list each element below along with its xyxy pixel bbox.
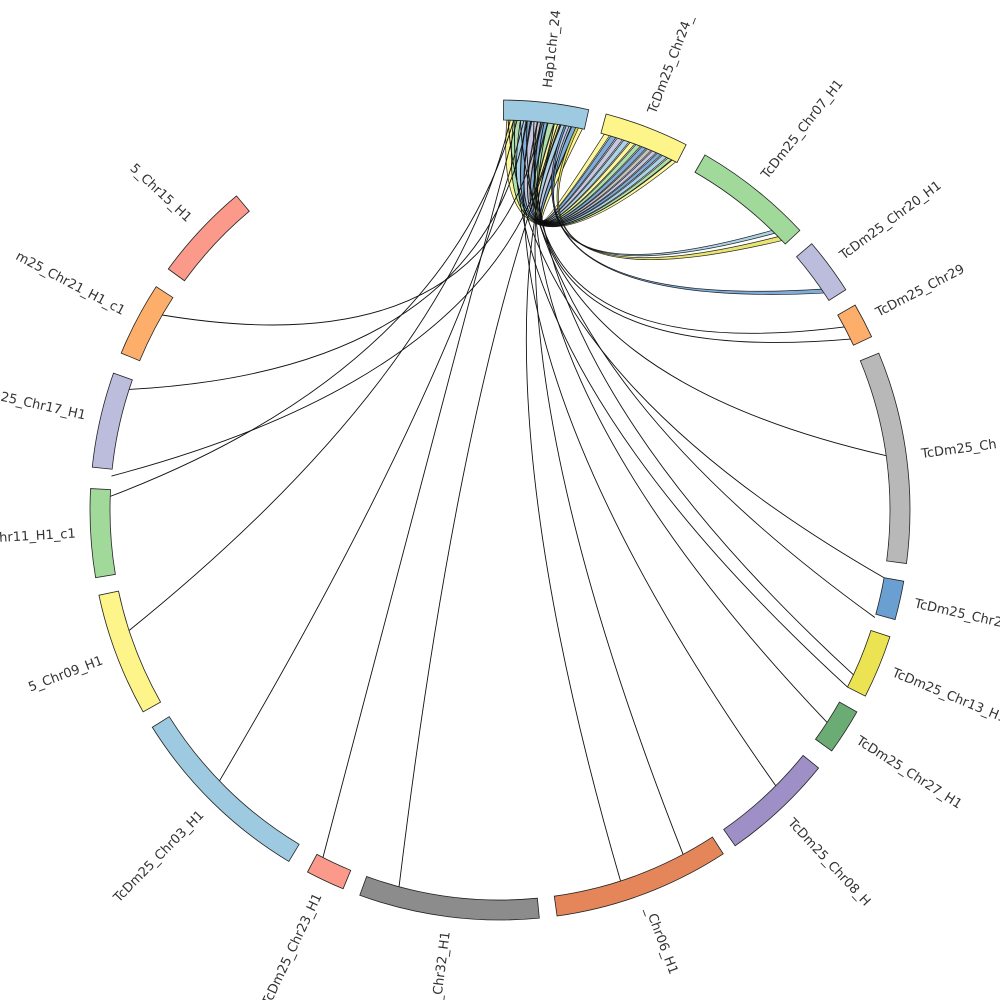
links-layer [110, 120, 887, 887]
link-line [537, 122, 851, 343]
segment-label: TcDm25_Chr28_H1 [912, 596, 1000, 638]
segment-block [359, 875, 540, 921]
link-line [514, 120, 848, 688]
segment-label: TcDm25_Chr20_H1 [836, 178, 944, 263]
link-line [533, 121, 854, 676]
segment-block [875, 577, 905, 621]
segment-block [98, 590, 162, 713]
link-line [128, 120, 511, 631]
segment-block [89, 488, 116, 579]
link-line [129, 120, 528, 390]
segment-label: TcDm25_Chr03_H1 [110, 808, 207, 906]
link-line [398, 124, 562, 887]
segment-label: 5_Chr15_H1 [127, 161, 195, 226]
segment-label: TcDm25_Ch [919, 437, 997, 462]
segments-layer [89, 99, 911, 921]
link-line [534, 122, 828, 723]
link-line [526, 120, 887, 457]
segment-label: TcDm25_Chr13_H1 [889, 665, 1000, 726]
link-line [322, 120, 518, 858]
segment-block [151, 716, 300, 862]
segment-label: m25_Chr21_H1_c1 [13, 249, 127, 319]
link-line [110, 120, 515, 497]
segment-block [723, 754, 820, 847]
segment-label: TcDm25_Chr17_H1 [0, 382, 87, 424]
link-line [219, 120, 525, 782]
segment-label: 5_Chr09_H1 [26, 654, 105, 696]
link-line [525, 124, 621, 882]
segment-block [846, 630, 891, 697]
segment-block [795, 243, 847, 302]
segment-block [306, 853, 352, 890]
segment-block [553, 836, 724, 917]
segment-label: TcDm25_Chr29 [873, 262, 968, 321]
link-line [533, 121, 845, 334]
segment-block [814, 701, 858, 752]
segment-label: TcDm25_Chr32_H1 [423, 931, 453, 1000]
segment-block [91, 372, 133, 470]
link-line [534, 122, 684, 855]
segment-block [502, 99, 590, 130]
segment-block [837, 304, 873, 346]
link-line [519, 120, 876, 618]
link-line [507, 120, 885, 579]
segment-label: TcDm25_Chr07_H1 [758, 77, 847, 183]
segment-label: TcDm25_Chr27_H1 [853, 733, 965, 812]
segment-label: cDm25_Chr11_H1_c1 [0, 527, 76, 550]
segment-block [167, 195, 250, 282]
link-line [162, 122, 542, 326]
segment-block [694, 154, 801, 245]
segment-block [859, 352, 911, 564]
link-line [523, 121, 777, 787]
link-line [111, 123, 555, 477]
segment-label: TcDm25_Chr08_H [784, 815, 873, 909]
segment-label: _Chr06_H1 [641, 905, 680, 977]
segment-block [600, 113, 687, 164]
segment-label: TcDm25_Chr23_H1 [259, 891, 325, 1000]
segment-label: Hap1chr_24 [541, 9, 565, 88]
segment-label: TcDm25_Chr24_ [645, 13, 697, 117]
segment-block [120, 286, 174, 362]
